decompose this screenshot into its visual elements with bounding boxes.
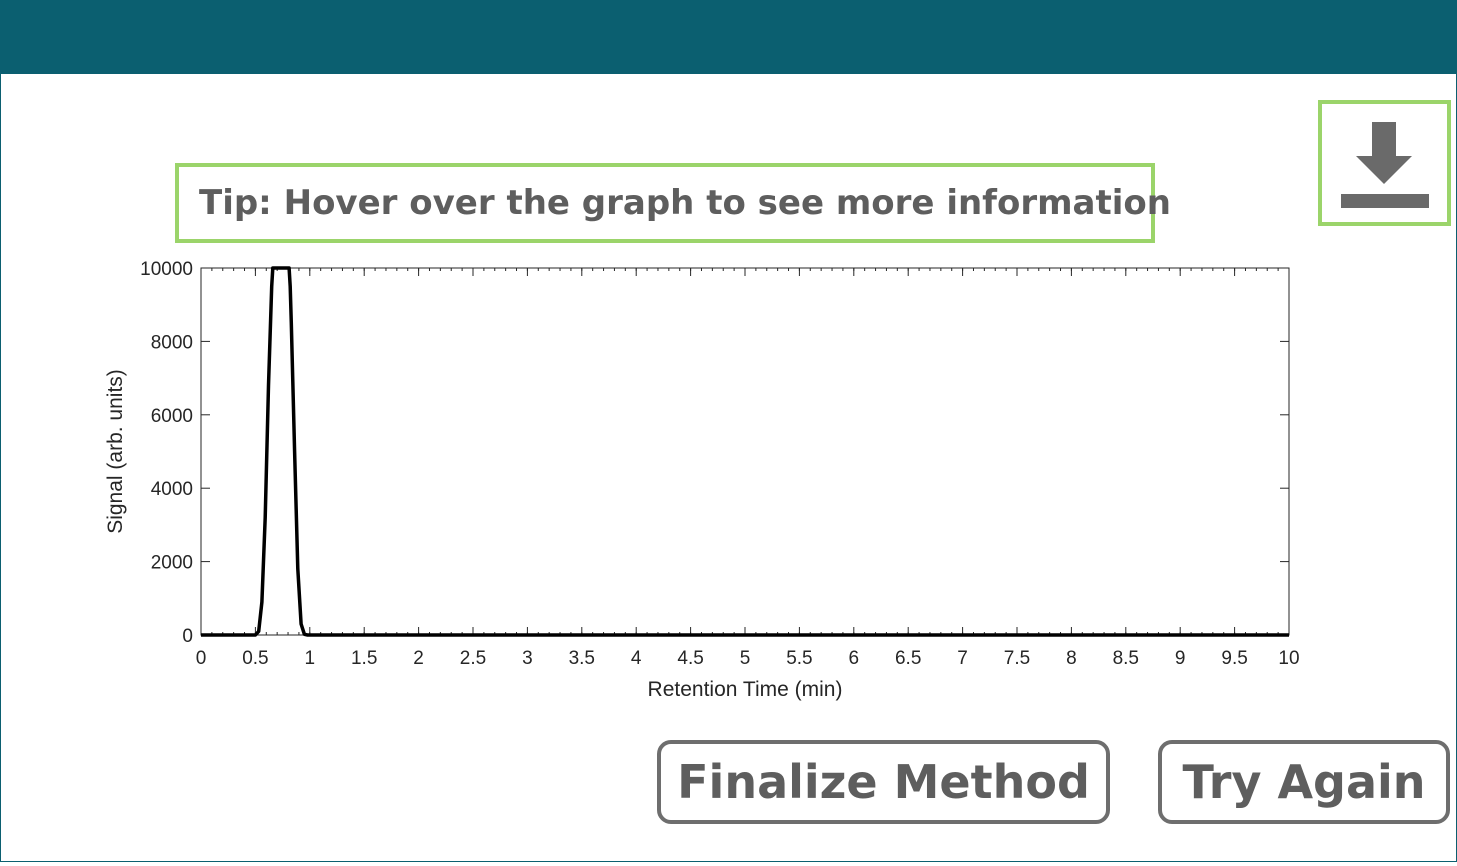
header-bar xyxy=(0,0,1457,74)
y-tick-label: 2000 xyxy=(151,553,193,574)
x-tick-label: 8 xyxy=(1066,648,1077,669)
y-tick-label: 0 xyxy=(182,626,193,647)
x-tick-label: 8.5 xyxy=(1113,648,1139,669)
plot-area-frame xyxy=(200,267,1290,636)
x-tick-label: 6 xyxy=(849,648,860,669)
x-tick-label: 4 xyxy=(631,648,642,669)
x-tick-label: 5 xyxy=(740,648,751,669)
x-tick-label: 1 xyxy=(305,648,316,669)
y-tick-label: 4000 xyxy=(151,479,193,500)
finalize-method-button[interactable]: Finalize Method xyxy=(657,740,1110,824)
x-tick-label: 9 xyxy=(1175,648,1186,669)
x-tick-label: 5.5 xyxy=(786,648,812,669)
try-again-button[interactable]: Try Again xyxy=(1158,740,1450,824)
x-tick-label: 7.5 xyxy=(1004,648,1030,669)
x-tick-label: 0 xyxy=(196,648,207,669)
x-tick-label: 0.5 xyxy=(242,648,268,669)
tip-text: Tip: Hover over the graph to see more in… xyxy=(199,183,1171,223)
y-tick-label: 6000 xyxy=(151,406,193,427)
x-tick-label: 1.5 xyxy=(351,648,377,669)
x-tick-label: 3.5 xyxy=(569,648,595,669)
x-tick-label: 10 xyxy=(1278,648,1299,669)
x-axis-label: Retention Time (min) xyxy=(648,678,843,701)
y-axis-label: Signal (arb. units) xyxy=(104,369,127,534)
x-tick-label: 4.5 xyxy=(677,648,703,669)
x-tick-label: 9.5 xyxy=(1221,648,1247,669)
download-icon xyxy=(1341,122,1429,208)
y-tick-label: 8000 xyxy=(151,332,193,353)
x-tick-label: 3 xyxy=(522,648,533,669)
x-tick-label: 2.5 xyxy=(460,648,486,669)
x-tick-label: 7 xyxy=(957,648,968,669)
tip-banner: Tip: Hover over the graph to see more in… xyxy=(175,163,1171,243)
y-tick-label: 10000 xyxy=(140,259,193,280)
x-tick-label: 2 xyxy=(413,648,424,669)
signal-line xyxy=(201,266,1289,637)
x-tick-label: 6.5 xyxy=(895,648,921,669)
download-button[interactable] xyxy=(1318,100,1451,226)
